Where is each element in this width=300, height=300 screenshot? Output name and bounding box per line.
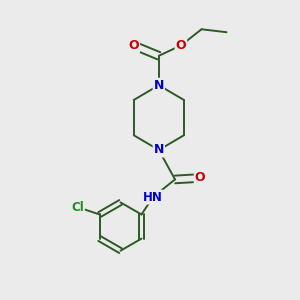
Text: Cl: Cl	[71, 201, 84, 214]
Text: N: N	[154, 143, 164, 157]
Text: HN: HN	[143, 190, 163, 204]
Text: O: O	[195, 172, 206, 184]
Text: O: O	[176, 39, 186, 52]
Text: O: O	[128, 39, 139, 52]
Text: N: N	[154, 79, 164, 92]
